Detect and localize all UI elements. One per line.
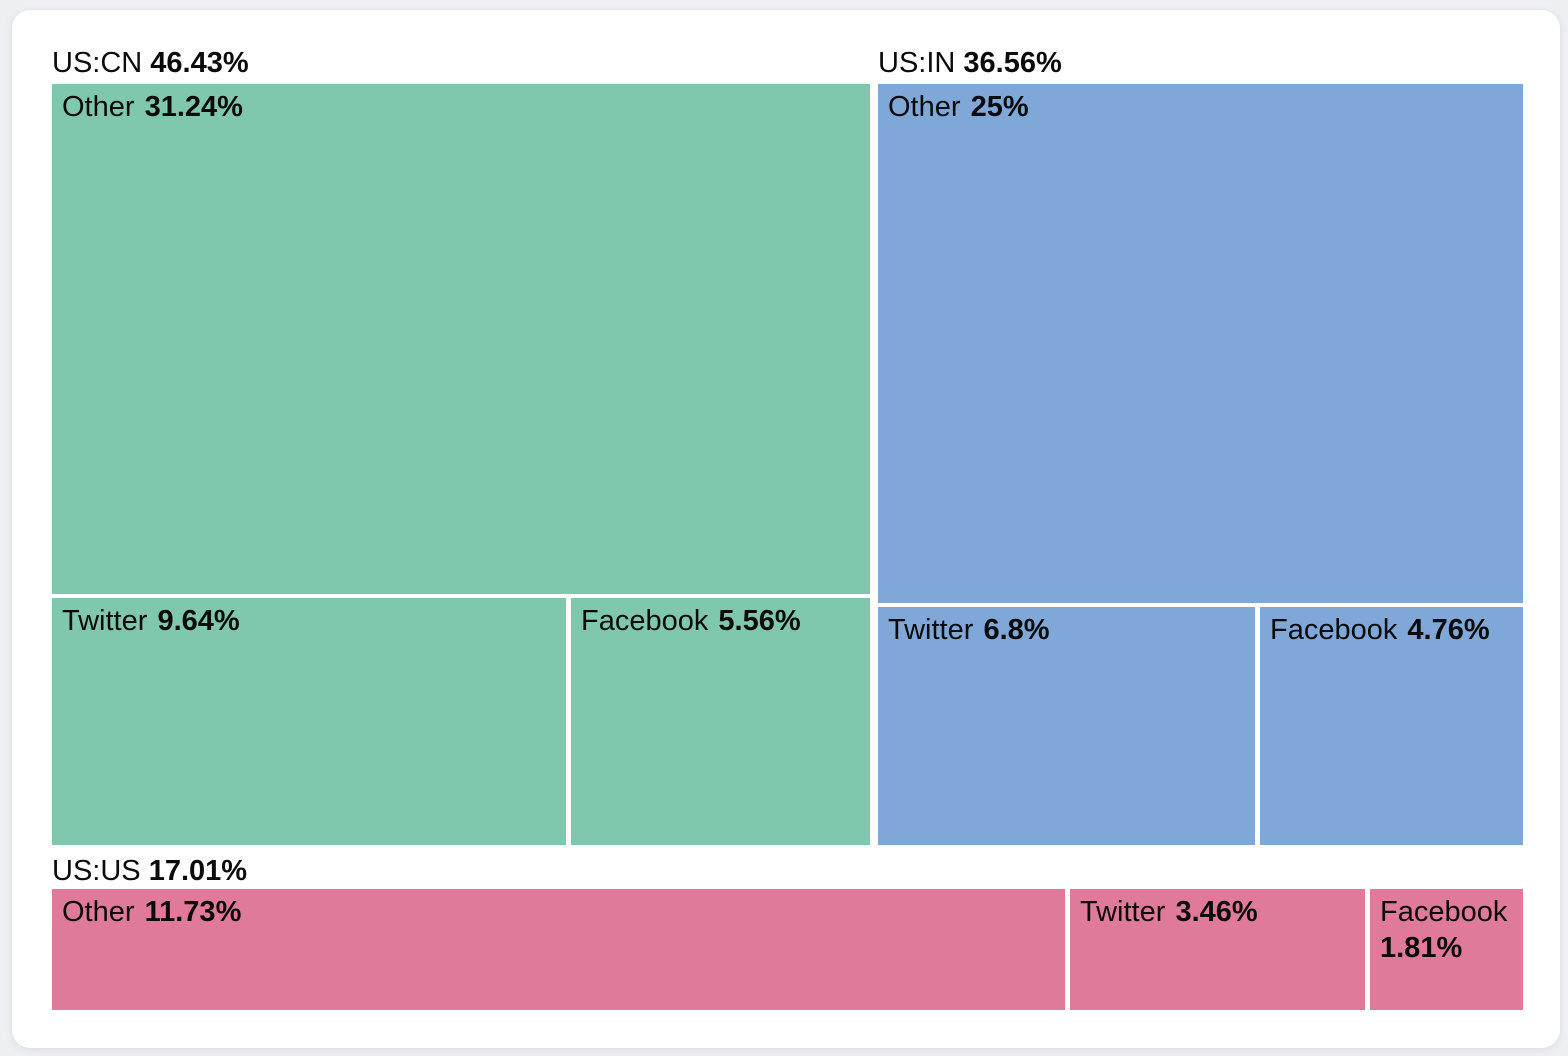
group-value: 17.01% <box>148 855 248 887</box>
cell-label: Facebook 4.76% <box>1270 614 1490 646</box>
cell-label: Other 11.73% <box>62 896 242 928</box>
cell-label: Twitter 9.64% <box>62 605 240 637</box>
treemap-cell-in-twitter[interactable]: Twitter 6.8% <box>878 607 1255 845</box>
treemap-cell-in-facebook[interactable]: Facebook 4.76% <box>1260 607 1523 845</box>
group-value: 36.56% <box>963 47 1062 79</box>
group-name: US:IN <box>878 47 956 79</box>
group-header-us-in: US:IN 36.56% <box>878 46 1062 80</box>
treemap-card: US:CN 46.43% Other 31.24% Twitter 9.64% … <box>12 10 1560 1048</box>
cell-label: Twitter 6.8% <box>888 614 1050 646</box>
cell-label: Facebook 5.56% <box>581 605 801 637</box>
treemap-cell-in-other[interactable]: Other 25% <box>878 84 1523 603</box>
treemap-cell-us-twitter[interactable]: Twitter 3.46% <box>1070 889 1365 1010</box>
group-value: 46.43% <box>150 47 249 79</box>
group-name: US:US <box>52 855 141 887</box>
cell-label: Other 31.24% <box>62 91 243 123</box>
treemap-cell-cn-twitter[interactable]: Twitter 9.64% <box>52 598 566 845</box>
group-header-us-cn: US:CN 46.43% <box>52 46 249 80</box>
treemap-cell-us-other[interactable]: Other 11.73% <box>52 889 1065 1010</box>
treemap-chart: US:CN 46.43% Other 31.24% Twitter 9.64% … <box>12 10 1560 1048</box>
cell-label: Other 25% <box>888 91 1029 123</box>
treemap-cell-cn-other[interactable]: Other 31.24% <box>52 84 870 594</box>
group-name: US:CN <box>52 47 143 79</box>
cell-label: Facebook 1.81% <box>1380 896 1508 964</box>
group-header-us-us: US:US 17.01% <box>52 854 247 888</box>
treemap-cell-cn-facebook[interactable]: Facebook 5.56% <box>571 598 870 845</box>
treemap-cell-us-facebook[interactable]: Facebook 1.81% <box>1370 889 1523 1010</box>
cell-label: Twitter 3.46% <box>1080 896 1258 928</box>
